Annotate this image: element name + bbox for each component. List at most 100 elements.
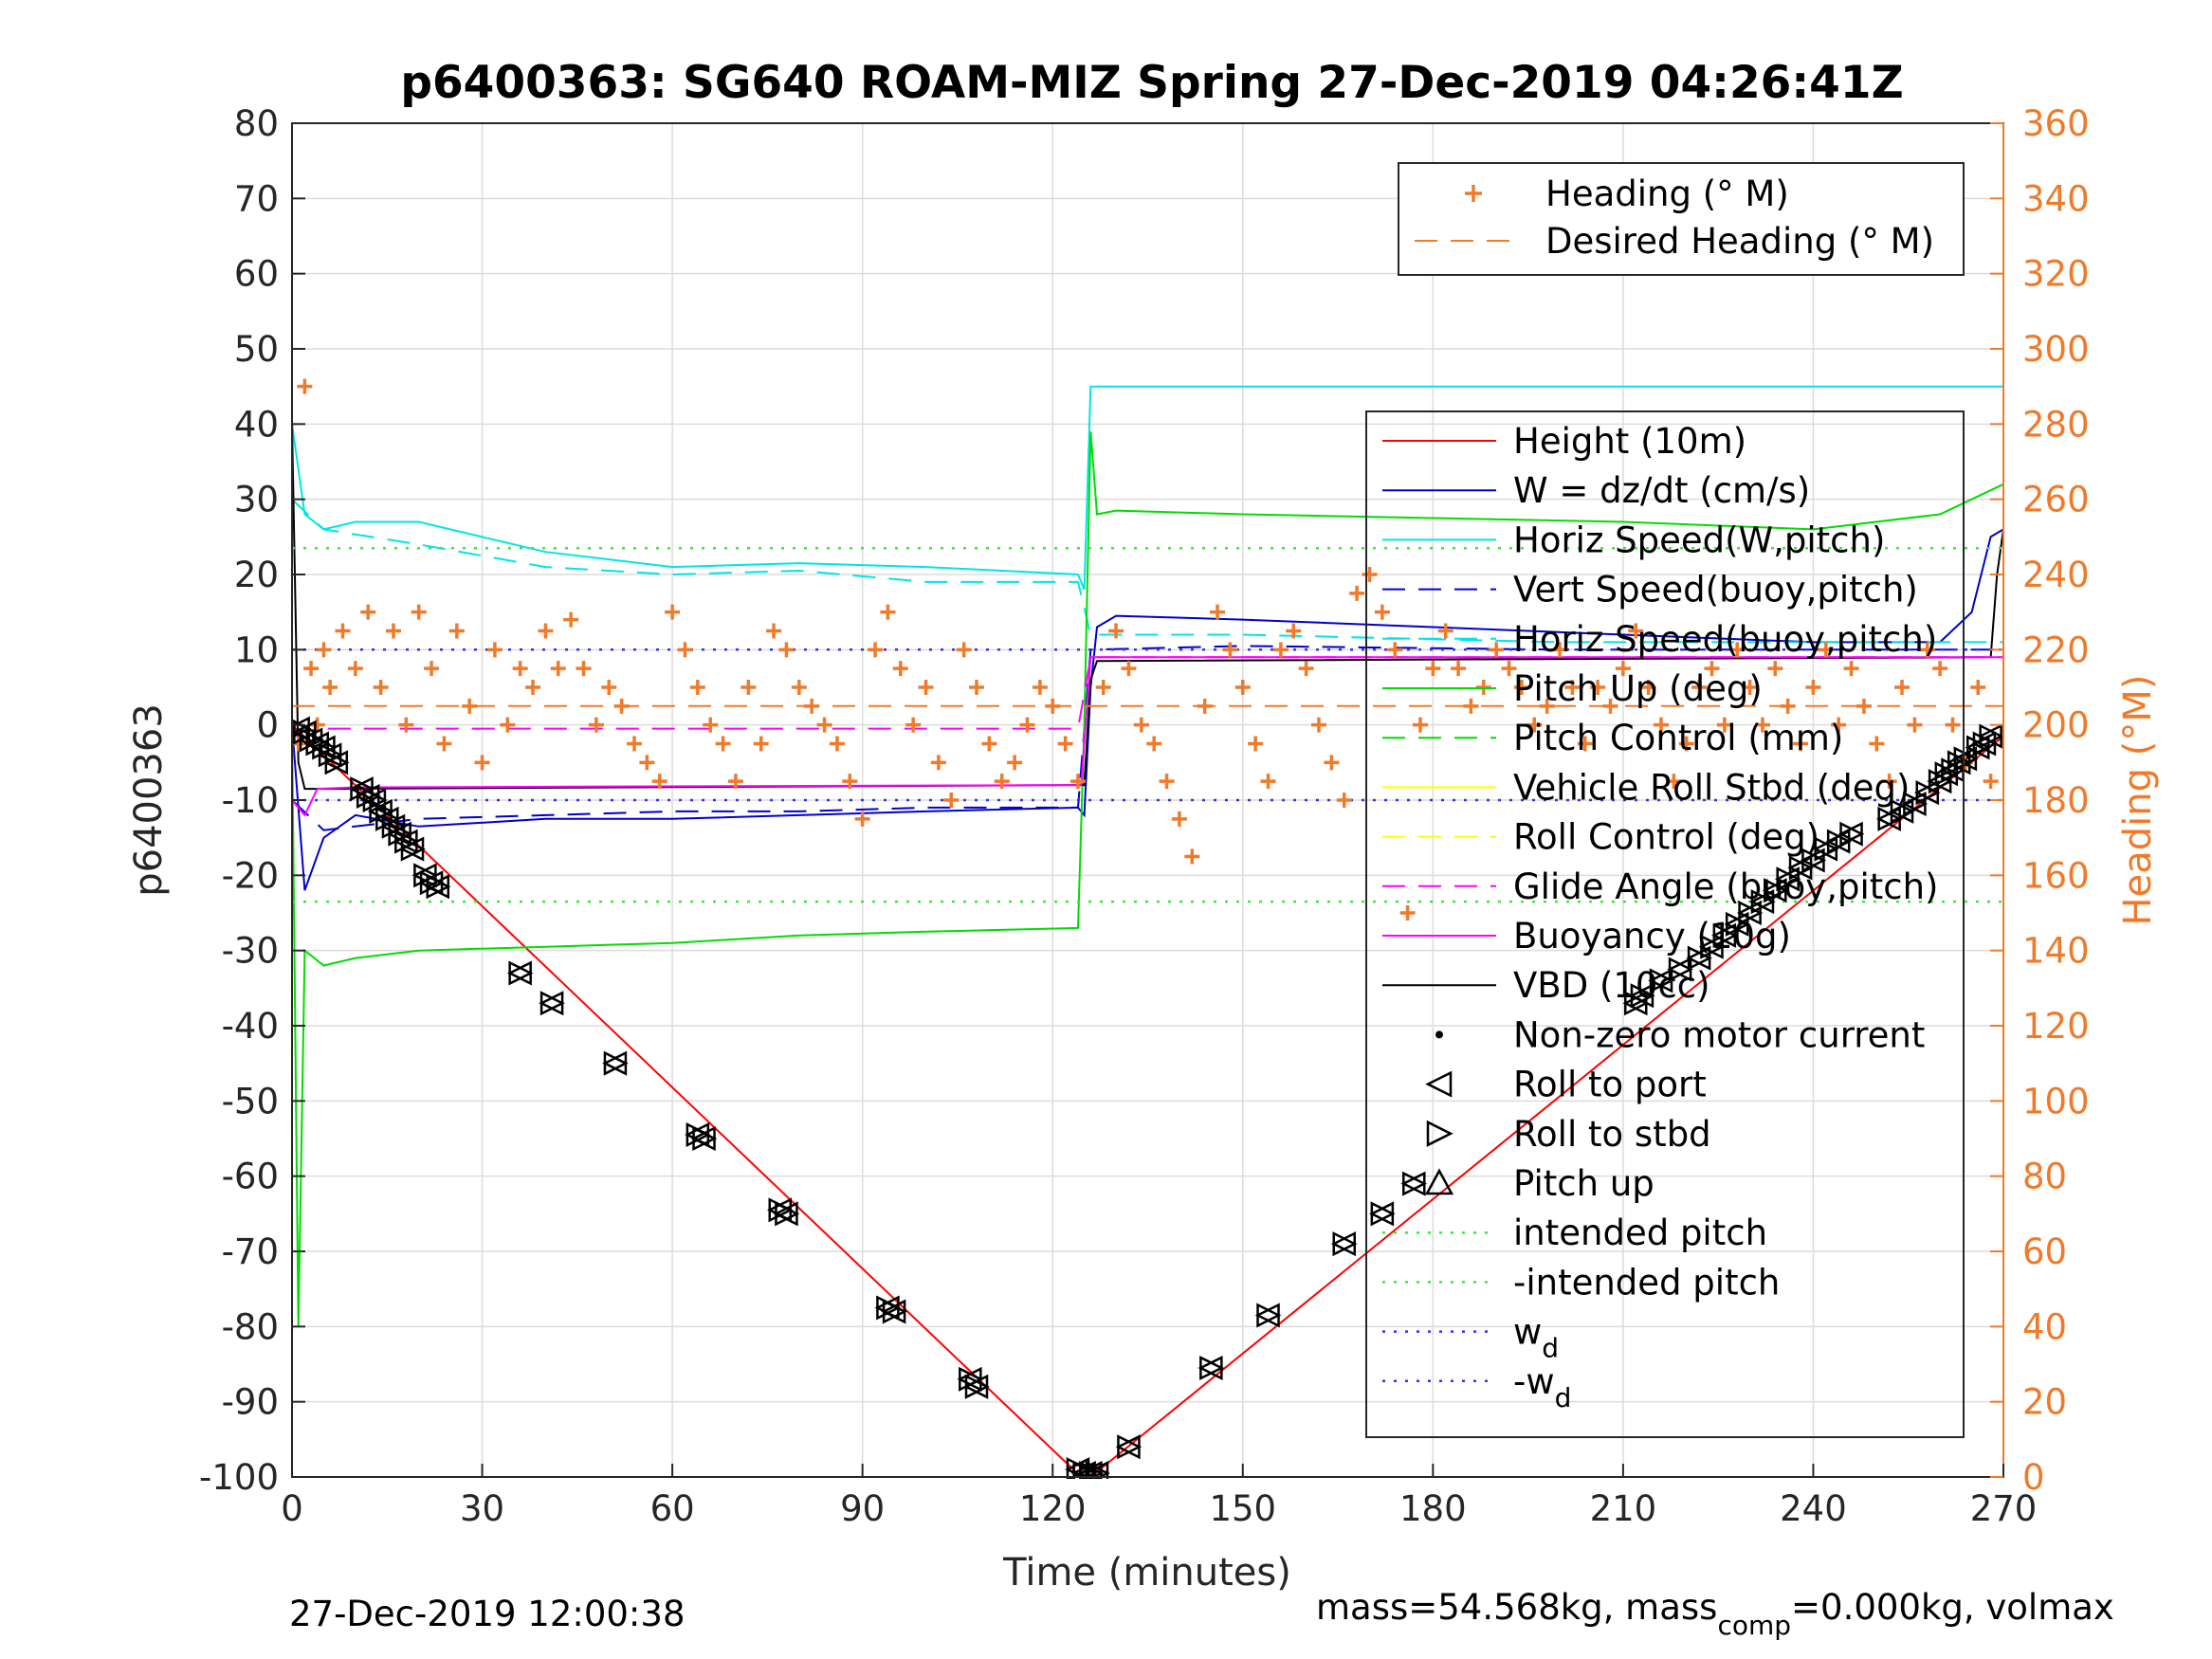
heading-point bbox=[512, 661, 528, 677]
heading-point bbox=[627, 736, 642, 752]
roll-stbd-marker bbox=[362, 787, 388, 813]
roll-stbd-marker bbox=[1788, 855, 1814, 881]
y-tick-label: 30 bbox=[234, 480, 279, 520]
heading-point bbox=[1729, 642, 1746, 658]
heading-point bbox=[322, 680, 338, 695]
legend-item: Roll Control (deg) bbox=[1382, 817, 1819, 858]
legend-label-main: Roll to stbd bbox=[1513, 1114, 1711, 1155]
heading-point bbox=[1019, 717, 1035, 733]
heading-point bbox=[1311, 717, 1326, 733]
legend-label-main: Buoyancy (10g) bbox=[1513, 916, 1791, 957]
roll-stbd-marker bbox=[1903, 791, 1929, 816]
heading-point bbox=[1767, 661, 1783, 677]
legend-label: Height (10m) bbox=[1513, 421, 1746, 462]
heading-point bbox=[753, 736, 769, 752]
heading-point bbox=[385, 623, 401, 639]
x-tick-label: 240 bbox=[1780, 1488, 1847, 1529]
heading-point bbox=[1057, 736, 1073, 752]
y-tick-label: -50 bbox=[222, 1081, 279, 1121]
footer-mass-suffix: =0.000kg, volmax bbox=[1791, 1587, 2114, 1628]
plot-area bbox=[291, 122, 2004, 1479]
heading-point bbox=[1387, 642, 1403, 658]
heading-point bbox=[474, 755, 490, 771]
heading-legend-item: Heading (° M) bbox=[1465, 173, 1789, 214]
heading-point bbox=[930, 755, 946, 771]
y-right-tick-label: 320 bbox=[2022, 254, 2090, 295]
legend-item: Horiz Speed(W,pitch) bbox=[1382, 520, 1885, 560]
heading-point bbox=[1451, 661, 1467, 677]
heading-point bbox=[1590, 680, 1606, 695]
legend-label-main: Roll to port bbox=[1513, 1065, 1707, 1105]
heading-point bbox=[969, 680, 984, 695]
roll-stbd-marker bbox=[1630, 983, 1655, 1009]
heading-point bbox=[1146, 736, 1162, 752]
roll-stbd-marker bbox=[1814, 836, 1839, 862]
heading-point bbox=[1945, 717, 1961, 733]
heading-point bbox=[956, 642, 972, 658]
heading-point bbox=[1045, 698, 1061, 714]
series-roll-markers bbox=[292, 716, 2004, 1479]
heading-point bbox=[1349, 585, 1365, 601]
heading-point bbox=[297, 378, 313, 394]
legend-label: Vehicle Roll Stbd (deg) bbox=[1513, 767, 1910, 808]
heading-point bbox=[1805, 680, 1821, 695]
roll-stbd-marker bbox=[775, 1201, 800, 1227]
roll-stbd-marker bbox=[1332, 1231, 1358, 1257]
heading-point bbox=[854, 811, 870, 827]
heading-point bbox=[1907, 717, 1923, 733]
heading-point bbox=[373, 680, 389, 695]
roll-stbd-marker bbox=[1117, 1434, 1143, 1460]
series-horiz-speed-buoy-pitch bbox=[292, 498, 2003, 644]
legend-label: Buoyancy (10g) bbox=[1513, 916, 1791, 957]
y-right-tick-label: 280 bbox=[2022, 404, 2090, 445]
heading-point bbox=[727, 774, 743, 790]
x-tick-label: 150 bbox=[1209, 1488, 1276, 1529]
heading-point bbox=[905, 717, 922, 733]
y-right-tick-label: 160 bbox=[2022, 855, 2090, 896]
heading-point bbox=[424, 661, 440, 677]
heading-point bbox=[436, 736, 452, 752]
roll-stbd-marker bbox=[692, 1125, 718, 1152]
x-axis-label: Time (minutes) bbox=[1002, 1551, 1291, 1595]
legend-label-main: Pitch Control (mm) bbox=[1513, 718, 1843, 758]
heading-point bbox=[1628, 623, 1644, 639]
roll-stbd-marker bbox=[1725, 911, 1751, 937]
heading-point bbox=[868, 642, 884, 658]
heading-point bbox=[1171, 811, 1187, 827]
heading-point bbox=[981, 736, 997, 752]
chart-title: p6400363: SG640 ROAM-MIZ Spring 27-Dec-2… bbox=[400, 57, 1903, 109]
heading-point bbox=[1298, 661, 1314, 677]
roll-stbd-marker bbox=[1776, 866, 1801, 892]
y-tick-label: 0 bbox=[256, 705, 279, 746]
heading-point bbox=[1742, 680, 1758, 695]
heading-point bbox=[1577, 736, 1593, 752]
roll-stbd-marker bbox=[1750, 889, 1776, 915]
heading-point bbox=[462, 698, 478, 714]
legend-label: wd bbox=[1513, 1312, 1559, 1364]
heading-point bbox=[1248, 736, 1264, 752]
legend-item: Height (10m) bbox=[1382, 421, 1746, 462]
y-tick-label: -40 bbox=[222, 1006, 279, 1047]
heading-point bbox=[1704, 661, 1720, 677]
legend-label: Glide Angle (buoy,pitch) bbox=[1513, 866, 1938, 907]
legend-item: -intended pitch bbox=[1382, 1262, 1780, 1303]
roll-stbd-marker bbox=[1953, 746, 1979, 772]
roll-stbd-marker bbox=[1700, 934, 1726, 959]
legend-label: Desired Heading (° M) bbox=[1545, 221, 1934, 262]
roll-stbd-marker bbox=[1826, 829, 1852, 854]
y-tick-label: -70 bbox=[222, 1231, 279, 1272]
heading-point bbox=[1932, 661, 1948, 677]
heading-point bbox=[778, 642, 795, 658]
heading-point bbox=[651, 774, 667, 790]
heading-point bbox=[994, 774, 1010, 790]
heading-point bbox=[1399, 905, 1416, 921]
y-tick-label: -90 bbox=[222, 1382, 279, 1423]
legend-label: Horiz Speed(buoy,pitch) bbox=[1513, 619, 1937, 660]
heading-point bbox=[1133, 717, 1149, 733]
roll-stbd-marker bbox=[1915, 780, 1941, 806]
roll-stbd-marker bbox=[400, 836, 426, 862]
heading-point bbox=[1184, 848, 1200, 865]
footer-mass-sub: comp bbox=[1717, 1610, 1791, 1641]
heading-point bbox=[689, 680, 705, 695]
